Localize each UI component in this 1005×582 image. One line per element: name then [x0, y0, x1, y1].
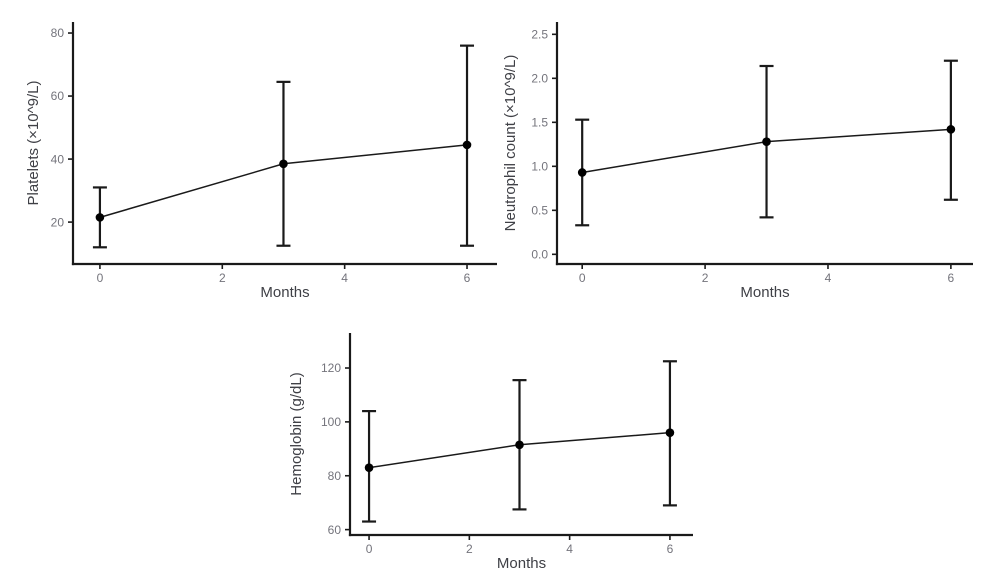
y-tick-label: 80 — [51, 26, 65, 40]
x-tick-label: 6 — [667, 542, 674, 556]
y-tick-label: 2.0 — [531, 72, 548, 86]
data-point — [515, 440, 524, 450]
y-tick-label: 60 — [51, 89, 65, 103]
data-point — [946, 125, 956, 134]
x-axis-title: Months — [497, 555, 546, 572]
x-tick-label: 2 — [219, 271, 226, 285]
platelets-chart: 0 2 4 6 20 40 60 80 Months Platelets (×10^9/L) — [0, 0, 500, 301]
y-tick-label: 20 — [51, 215, 65, 229]
neutrophil-count-chart: 0 2 4 6 0.0 0.5 1.0 1.5 2.0 2.5 Months Neutrophil c… — [500, 0, 1005, 301]
x-axis-title: Months — [740, 284, 789, 300]
data-point — [665, 428, 675, 437]
y-tick-label: 40 — [51, 152, 65, 166]
y-tick-label: 120 — [321, 361, 341, 375]
x-tick-label: 6 — [464, 271, 471, 285]
data-point — [462, 140, 472, 150]
data-point — [762, 137, 771, 146]
x-tick-label: 2 — [702, 271, 709, 285]
y-axis-title: Platelets (×10^9/L) — [25, 80, 42, 205]
x-tick-label: 0 — [366, 542, 373, 556]
data-point — [364, 463, 374, 472]
y-tick-label: 0.5 — [531, 204, 548, 218]
x-tick-label: 4 — [566, 542, 573, 556]
y-tick-label: 1.5 — [531, 116, 548, 130]
y-axis-title: Neutrophil count (×10^9/L) — [502, 55, 519, 232]
x-tick-label: 4 — [825, 271, 832, 285]
data-point — [95, 213, 105, 222]
x-axis-title: Months — [260, 284, 309, 300]
data-point — [279, 159, 288, 169]
hemoglobin-plot: 0 2 4 6 60 80 100 120 Months Hemoglobin (g/dL) — [288, 333, 693, 572]
y-tick-label: 60 — [328, 523, 342, 537]
x-tick-label: 6 — [948, 271, 955, 285]
y-tick-label: 0.0 — [531, 248, 548, 262]
x-tick-label: 0 — [579, 271, 586, 285]
y-tick-label: 2.5 — [531, 28, 548, 42]
y-tick-label: 80 — [328, 469, 342, 483]
y-axis-title: Hemoglobin (g/dL) — [288, 372, 305, 495]
y-tick-label: 100 — [321, 415, 341, 429]
x-tick-label: 4 — [341, 271, 348, 285]
platelets-plot: 0 2 4 6 20 40 60 80 Months Platelets (×10^9/L) — [25, 22, 497, 301]
x-tick-label: 0 — [97, 271, 104, 285]
neutrophil-count-plot: 0 2 4 6 0.0 0.5 1.0 1.5 2.0 2.5 Months Neutrophil c… — [502, 22, 973, 301]
y-tick-label: 1.0 — [531, 160, 548, 174]
x-tick-label: 2 — [466, 542, 473, 556]
data-point — [577, 168, 587, 177]
hemoglobin-chart: 0 2 4 6 60 80 100 120 Months Hemoglobin (g/dL) — [280, 300, 730, 582]
